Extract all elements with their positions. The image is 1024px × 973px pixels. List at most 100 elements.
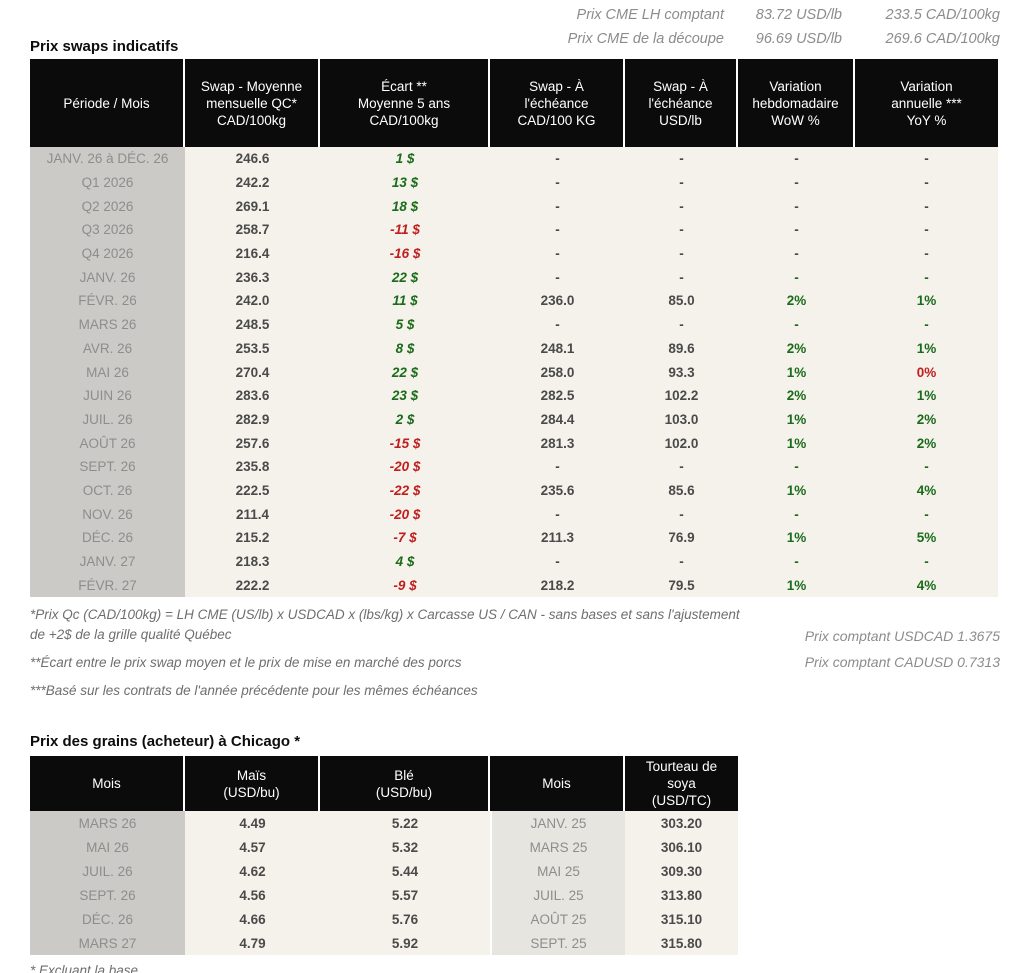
swap-avg-cell: 242.0 [185,289,320,313]
grain-month-cell: MAI 26 [30,835,185,860]
grains-row: MARS 26 4.49 5.22 JANV. 25 303.20 [30,811,738,836]
swaps-table-body: JANV. 26 à DÉC. 26 246.6 1 $ - - - - Q1 2026 242… [30,147,998,598]
swaps-header-line: CAD/100 KG [517,112,596,128]
swap-cad-cell: 282.5 [490,383,625,408]
swap-usd-cell: 79.5 [625,573,738,598]
swap-usd-cell: - [625,218,738,242]
swap-avg-cell: 222.2 [185,573,320,598]
swap-avg-cell: 215.2 [185,526,320,550]
yoy-cell: 2% [855,431,998,455]
ecart-cell: 23 $ [320,383,490,408]
ecart-cell: 22 $ [320,265,490,290]
period-cell: SEPT. 26 [30,454,185,479]
swaps-header-line: USD/lb [659,112,702,128]
swaps-header-1: Swap - Moyenne mensuelle QC* CAD/100kg [185,59,320,147]
swap-cad-cell: - [490,502,625,526]
footnote-text: *Prix Qc (CAD/100kg) = LH CME (US/lb) x … [30,607,740,643]
grains-row: JUIL. 26 4.62 5.44 MAI 25 309.30 [30,859,738,884]
swaps-header-line: annuelle *** [891,95,962,111]
fx-spot-notes: Prix comptant USDCAD 1.3675 Prix comptant… [805,623,1000,709]
wow-cell: 1% [738,407,855,432]
grains-header-line: Tourteau de [645,759,718,775]
ecart-cell: 2 $ [320,407,490,432]
grains-table-body: MARS 26 4.49 5.22 JANV. 25 303.20 MAI 26 4.57 5… [30,811,738,956]
yoy-cell: - [855,502,998,526]
ecart-cell: 13 $ [320,170,490,195]
grains-footnote: * Excluant la base [30,963,139,973]
swaps-row: SEPT. 26 235.8 -20 $ - - - - [30,454,998,479]
grains-header-line: (USD/bu) [375,784,433,800]
wow-cell: - [738,454,855,479]
yoy-cell: - [855,147,998,171]
swap-usd-cell: 103.0 [625,407,738,432]
period-cell: FÉVR. 26 [30,289,185,313]
swap-avg-cell: 257.6 [185,431,320,455]
wow-cell: 1% [738,573,855,598]
swaps-header-line: Moyenne 5 ans [357,95,451,111]
yoy-cell: - [855,194,998,219]
yoy-cell: - [855,218,998,242]
ecart-cell: -20 $ [320,502,490,526]
cme-spot-row-lh: Prix CME LH comptant 83.72 USD/lb 233.5 CA… [30,7,1000,31]
swap-usd-cell: - [625,265,738,290]
swaps-header-line: CAD/100kg [369,112,439,128]
cme-cad-value: 269.6 CAD/100kg [885,31,1000,47]
swap-cad-cell: - [490,194,625,219]
swap-usd-cell: 85.6 [625,478,738,503]
period-cell: OCT. 26 [30,478,185,503]
swap-cad-cell: 218.2 [490,573,625,598]
soy-month-cell: MARS 25 [490,835,625,860]
swap-avg-cell: 211.4 [185,502,320,526]
yoy-cell: - [855,241,998,266]
yoy-cell: - [855,312,998,337]
grains-table: Mois Maïs (USD/bu) Blé (USD/bu) Mois Tourteau … [30,756,738,956]
swaps-row: MARS 26 248.5 5 $ - - - - [30,312,998,337]
swaps-row: OCT. 26 222.5 -22 $235.6 85.6 1% 4% [30,478,998,503]
wow-cell: - [738,549,855,574]
period-cell: Q1 2026 [30,170,185,195]
swap-cad-cell: - [490,241,625,266]
cme-label: Prix CME de la découpe [567,31,724,47]
swap-cad-cell: 211.3 [490,526,625,550]
grains-header-3: Mois [490,756,625,812]
swaps-row: DÉC. 26 215.2 -7 $211.3 76.9 1% 5% [30,526,998,550]
soymeal-price-cell: 303.20 [625,811,738,836]
fx-spot-note: Prix comptant CADUSD 0.7313 [804,654,1000,671]
swap-avg-cell: 218.3 [185,549,320,574]
swap-usd-cell: - [625,241,738,266]
swap-avg-cell: 242.2 [185,170,320,195]
grains-header-line: Mois [92,776,121,792]
grains-header-0: Mois [30,756,185,812]
yoy-cell: - [855,265,998,290]
swap-avg-cell: 235.8 [185,454,320,479]
swaps-row: JUIL. 26 282.9 2 $284.4 103.0 1% 2% [30,407,998,432]
wheat-price-cell: 5.44 [320,859,490,884]
ecart-cell: -22 $ [320,478,490,503]
wheat-price-cell: 5.32 [320,835,490,860]
ecart-cell: -9 $ [320,573,490,598]
swap-usd-cell: - [625,170,738,195]
wheat-price-cell: 5.92 [320,931,490,956]
swaps-header-line: YoY % [906,112,947,128]
footnotes-section: *Prix Qc (CAD/100kg) = LH CME (US/lb) x … [30,605,1000,709]
swap-cad-cell: - [490,265,625,290]
yoy-cell: 4% [855,478,998,503]
grain-month-cell: JUIL. 26 [30,859,185,884]
swap-avg-cell: 236.3 [185,265,320,290]
swap-cad-cell: - [490,218,625,242]
swaps-header-0: Période / Mois [30,59,185,147]
swaps-row: JANV. 26 à DÉC. 26 246.6 1 $ - - - - [30,147,998,171]
yoy-cell: 4% [855,573,998,598]
yoy-cell: - [855,170,998,195]
cme-usd-value: 96.69 USD/lb [755,31,842,47]
period-cell: Q4 2026 [30,241,185,266]
swaps-header-6: Variation annuelle *** YoY % [855,59,998,147]
ecart-cell: -16 $ [320,241,490,266]
ecart-cell: -11 $ [320,218,490,242]
wow-cell: - [738,265,855,290]
swap-avg-cell: 270.4 [185,360,320,384]
swaps-row: MAI 26 270.4 22 $258.0 93.3 1% 0% [30,360,998,384]
corn-price-cell: 4.62 [185,859,320,884]
period-cell: JUIN 26 [30,383,185,408]
